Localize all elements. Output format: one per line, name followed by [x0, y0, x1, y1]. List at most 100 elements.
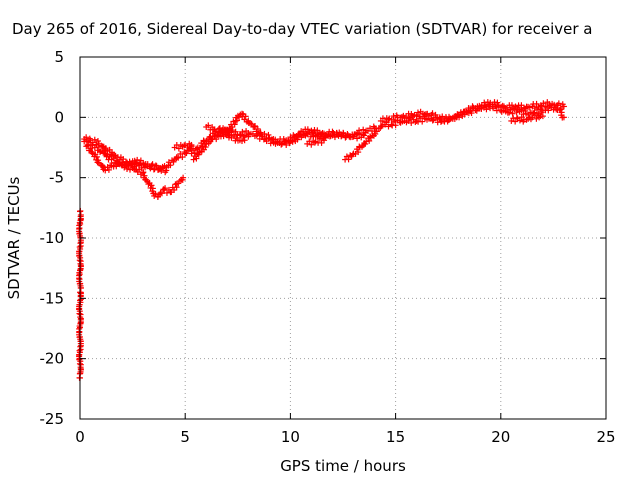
- trace-segment: [343, 151, 356, 163]
- trace-segment: [310, 126, 321, 138]
- data-series: [508, 111, 546, 125]
- trace-segment: [315, 135, 327, 146]
- data-series: [81, 134, 195, 173]
- data-series: [203, 122, 252, 145]
- trace-segment: [198, 141, 209, 155]
- trace-segment: [306, 138, 318, 148]
- y-tick-label: 0: [54, 108, 64, 126]
- y-tick-label: -10: [40, 229, 65, 247]
- trace-segment: [222, 131, 233, 141]
- trace-segment: [522, 103, 533, 112]
- y-axis-label: SDTVAR / TECUs: [5, 176, 23, 299]
- trace-segment: [285, 132, 297, 144]
- trace-segment: [538, 99, 551, 110]
- data-layer: [76, 99, 567, 381]
- trace-segment: [413, 108, 424, 120]
- trace-segment: [523, 114, 534, 123]
- trace-segment: [214, 125, 226, 137]
- trace-segment: [472, 102, 485, 112]
- trace-segment: [140, 169, 157, 197]
- trace-segment: [89, 136, 101, 148]
- trace-segment: [326, 128, 338, 139]
- trace-segment: [132, 156, 144, 168]
- trace-segment: [557, 106, 566, 121]
- trace-segment: [365, 133, 374, 144]
- data-series: [190, 110, 368, 163]
- trace-segment: [514, 102, 525, 113]
- trace-segment: [175, 149, 188, 161]
- y-tick-label: -15: [40, 289, 65, 307]
- trace-segment: [555, 100, 566, 112]
- trace-segment: [498, 107, 511, 116]
- trace-segment: [124, 158, 136, 169]
- y-tick-label: -5: [49, 169, 64, 187]
- x-axis-label: GPS time / hours: [280, 457, 406, 475]
- trace-segment: [158, 165, 169, 176]
- trace-segment: [516, 114, 527, 125]
- trace-segment: [259, 130, 272, 142]
- trace-segment: [481, 99, 493, 110]
- x-tick-label: 25: [596, 428, 615, 446]
- trace-segment: [397, 112, 408, 121]
- y-tick-label: 5: [54, 48, 64, 66]
- trace-segment: [84, 142, 96, 156]
- data-series: [377, 99, 567, 125]
- trace-segment: [388, 112, 400, 123]
- trace-segment: [106, 146, 119, 159]
- trace-segment: [445, 114, 458, 124]
- trace-segment: [293, 128, 305, 140]
- trace-segment: [421, 110, 432, 119]
- trace-segment: [192, 149, 203, 162]
- data-series: [81, 137, 187, 200]
- data-series: [304, 135, 328, 148]
- trace-segment: [379, 115, 392, 125]
- trace-segment: [510, 114, 520, 125]
- trace-segment: [205, 136, 215, 147]
- trace-segment: [437, 113, 449, 124]
- trace-segment: [83, 134, 93, 145]
- trace-segment: [205, 122, 217, 133]
- data-series: [171, 140, 195, 152]
- chart-title: Day 265 of 2016, Sidereal Day-to-day VTE…: [12, 20, 593, 38]
- trace-segment: [377, 121, 386, 131]
- trace-segment: [175, 176, 186, 187]
- trace-segment: [252, 123, 264, 136]
- trace-segment: [168, 181, 180, 196]
- trace-segment: [277, 136, 289, 147]
- tick-layer: 0 5 10 15 20 25 -25 -20 -15 -10 -5 0 5: [40, 48, 616, 446]
- trace-segment: [91, 151, 102, 166]
- trace-segment: [173, 141, 188, 152]
- data-series: [83, 142, 170, 176]
- trace-segment: [358, 140, 369, 150]
- trace-segment: [489, 99, 501, 110]
- data-point: [188, 150, 195, 157]
- trace-segment: [110, 158, 121, 170]
- trace-segment: [140, 160, 153, 170]
- x-tick-label: 20: [491, 428, 510, 446]
- trace-segment: [268, 136, 280, 145]
- trace-segment: [118, 161, 127, 168]
- x-tick-label: 5: [180, 428, 190, 446]
- trace-segment: [506, 102, 517, 113]
- trace-segment: [424, 115, 436, 124]
- trace-segment: [149, 161, 162, 173]
- x-tick-label: 15: [386, 428, 405, 446]
- trace-segment: [229, 127, 241, 138]
- trace-segment: [97, 161, 108, 173]
- trace-segment: [530, 100, 542, 112]
- trace-segment: [302, 126, 313, 137]
- trace-segment: [334, 129, 347, 140]
- x-tick-label: 0: [75, 428, 85, 446]
- trace-segment: [405, 110, 416, 121]
- trace-segment: [343, 132, 356, 141]
- x-tick-label: 10: [281, 428, 300, 446]
- trace-segment: [155, 186, 167, 200]
- trace-segment: [351, 131, 367, 142]
- y-tick-label: -25: [40, 410, 65, 428]
- trace-segment: [498, 102, 509, 112]
- trace-segment: [531, 111, 544, 122]
- trace-segment: [318, 129, 329, 138]
- trace-segment: [104, 162, 114, 173]
- y-tick-label: -20: [40, 350, 65, 368]
